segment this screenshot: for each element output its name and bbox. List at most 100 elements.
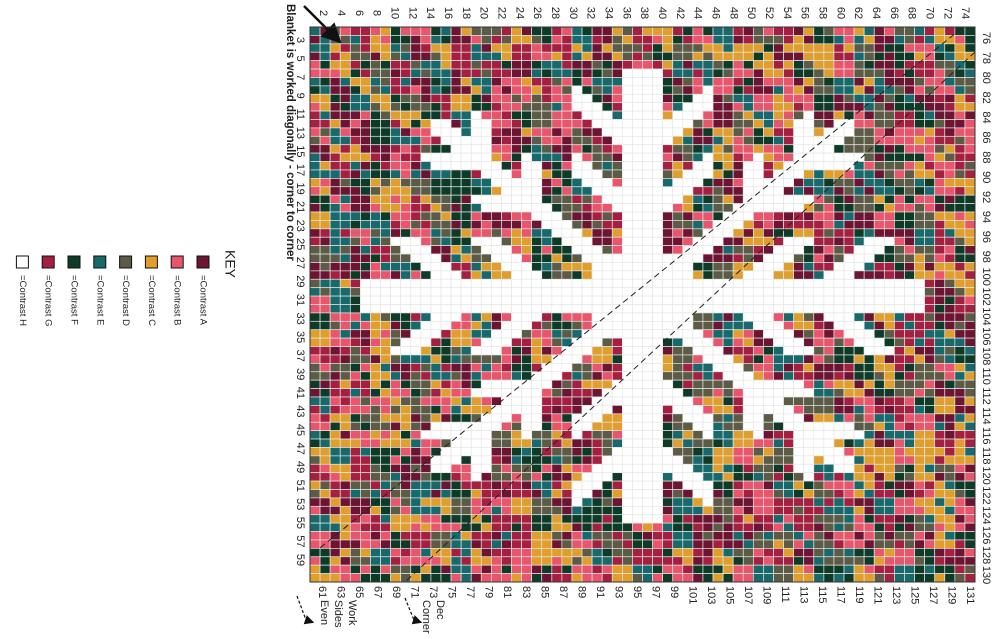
stitch-cell: [662, 26, 674, 36]
stitch-cell: [853, 388, 865, 398]
stitch-cell: [944, 186, 956, 196]
stitch-cell: [370, 245, 381, 255]
stitch-cell: [551, 379, 563, 389]
stitch-cell: [843, 26, 855, 36]
stitch-cell: [380, 77, 391, 87]
stitch-cell: [400, 228, 412, 238]
stitch-cell: [541, 43, 553, 53]
stitch-cell: [883, 405, 895, 415]
stitch-cell: [944, 68, 956, 78]
stitch-cell: [732, 320, 744, 331]
stitch-cell: [410, 228, 422, 238]
stitch-cell: [793, 505, 805, 516]
stitch-cell: [632, 77, 643, 87]
stitch-cell: [430, 220, 442, 230]
stitch-cell: [380, 371, 391, 381]
stitch-cell: [561, 144, 573, 154]
stitch-cell: [420, 320, 432, 331]
stitch-cell: [642, 564, 653, 574]
stitch-cell: [581, 388, 593, 398]
stitch-cell: [662, 438, 674, 448]
stitch-cell: [329, 329, 341, 339]
stitch-cell: [571, 354, 583, 364]
stitch-cell: [752, 169, 764, 179]
stitch-cell: [702, 388, 714, 398]
stitch-cell: [833, 186, 845, 196]
stitch-cell: [541, 127, 553, 137]
stitch-cell: [712, 472, 724, 482]
stitch-cell: [712, 253, 724, 263]
stitch-cell: [833, 539, 845, 549]
stitch-cell: [662, 85, 674, 95]
stitch-cell: [662, 152, 674, 162]
stitch-cell: [853, 110, 865, 120]
stitch-cell: [380, 363, 391, 373]
stitch-cell: [763, 405, 774, 415]
stitch-cell: [470, 312, 482, 322]
stitch-cell: [339, 152, 351, 162]
stitch-cell: [803, 320, 815, 331]
stitch-cell: [702, 169, 714, 179]
stitch-cell: [712, 505, 724, 516]
stitch-cell: [420, 438, 432, 448]
stitch-cell: [339, 421, 351, 431]
stitch-cell: [722, 287, 734, 297]
stitch-cell: [339, 346, 351, 356]
stitch-cell: [319, 119, 331, 129]
stitch-cell: [470, 405, 482, 415]
right-label: 124: [980, 506, 992, 524]
stitch-cell: [722, 203, 734, 213]
stitch-cell: [863, 371, 875, 381]
stitch-cell: [752, 564, 764, 574]
stitch-cell: [793, 548, 805, 558]
stitch-cell: [581, 539, 593, 549]
stitch-cell: [652, 329, 664, 339]
stitch-cell: [742, 43, 754, 53]
stitch-cell: [611, 43, 623, 53]
stitch-cell: [692, 531, 704, 541]
stitch-cell: [672, 522, 684, 532]
stitch-cell: [531, 430, 543, 440]
stitch-cell: [511, 278, 522, 289]
stitch-cell: [541, 388, 553, 398]
stitch-cell: [319, 236, 331, 246]
stitch-cell: [370, 531, 381, 541]
stitch-cell: [430, 379, 442, 389]
stitch-cell: [823, 93, 835, 104]
stitch-cell: [793, 228, 805, 238]
stitch-cell: [833, 548, 845, 558]
stitch-cell: [601, 363, 613, 373]
stitch-cell: [501, 522, 512, 532]
stitch-cell: [339, 135, 351, 146]
stitch-cell: [692, 388, 704, 398]
stitch-cell: [863, 119, 875, 129]
stitch-cell: [773, 228, 784, 238]
stitch-cell: [914, 505, 925, 516]
stitch-cell: [863, 497, 875, 507]
stitch-cell: [480, 312, 492, 322]
stitch-cell: [420, 337, 432, 347]
right-label: 126: [980, 526, 992, 544]
key-label: =Contrast A: [197, 275, 208, 326]
stitch-cell: [480, 35, 492, 45]
stitch-cell: [460, 77, 472, 87]
stitch-cell: [742, 480, 754, 490]
stitch-cell: [591, 68, 603, 78]
left-label: 59: [294, 554, 306, 566]
stitch-cell: [571, 60, 583, 70]
stitch-cell: [390, 178, 402, 188]
stitch-cell: [934, 152, 946, 162]
stitch-cell: [349, 489, 361, 499]
stitch-cell: [390, 236, 402, 246]
stitch-cell: [390, 245, 402, 255]
stitch-cell: [823, 522, 835, 532]
stitch-cell: [712, 85, 724, 95]
stitch-cell: [934, 127, 946, 137]
stitch-cell: [783, 228, 794, 238]
stitch-cell: [329, 287, 341, 297]
stitch-cell: [813, 337, 825, 347]
annotation: Sides: [332, 600, 344, 628]
stitch-cell: [883, 93, 895, 104]
stitch-cell: [883, 463, 895, 474]
stitch-cell: [642, 539, 653, 549]
